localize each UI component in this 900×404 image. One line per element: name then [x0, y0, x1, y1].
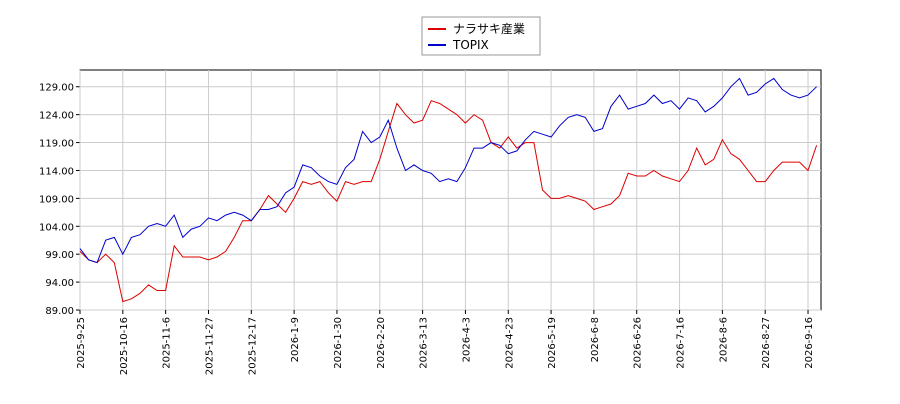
- x-tick-label: 2025-11-27: [204, 317, 215, 375]
- x-tick-label: 2026-8-27: [761, 317, 772, 369]
- x-tick-label: 2026-1-9: [290, 317, 301, 362]
- y-tick-label: 94.00: [45, 278, 74, 289]
- plot-frame: [79, 69, 822, 311]
- legend: ナラサキ産業 TOPIX: [421, 16, 541, 56]
- x-tick-label: 2026-3-13: [419, 317, 430, 369]
- x-tick-label: 2026-1-30: [333, 317, 344, 369]
- y-tick-label: 129.00: [39, 83, 74, 94]
- legend-box: [421, 16, 541, 56]
- y-tick-label: 89.00: [45, 306, 74, 317]
- x-tick-label: 2025-11-6: [162, 317, 173, 369]
- y-tick-label: 99.00: [45, 250, 74, 261]
- x-tick-label: 2025-10-16: [119, 317, 130, 375]
- legend-label: ナラサキ産業: [453, 21, 525, 36]
- x-tick-label: 2026-2-20: [376, 317, 387, 369]
- x-tick-label: 2026-5-19: [547, 317, 558, 369]
- y-tick-label: 119.00: [39, 139, 74, 150]
- x-tick-label: 2026-9-16: [804, 317, 815, 369]
- y-tick-label: 104.00: [39, 222, 74, 233]
- x-tick-label: 2025-12-17: [247, 317, 258, 375]
- x-tick-label: 2026-4-23: [504, 317, 515, 369]
- series-line: [79, 100, 818, 303]
- x-tick-label: 2026-8-6: [718, 317, 729, 362]
- x-tick-label: 2025-9-25: [76, 317, 87, 369]
- x-tick-label: 2026-6-26: [633, 317, 644, 369]
- x-tick-label: 2026-6-8: [590, 317, 601, 362]
- series-line: [79, 77, 817, 264]
- x-tick-label: 2026-4-3: [461, 317, 472, 362]
- x-tick-label: 2026-7-16: [676, 317, 687, 369]
- y-tick-label: 109.00: [39, 194, 74, 205]
- y-tick-label: 114.00: [39, 166, 74, 177]
- y-tick-label: 124.00: [39, 111, 74, 122]
- legend-label: TOPIX: [452, 38, 489, 52]
